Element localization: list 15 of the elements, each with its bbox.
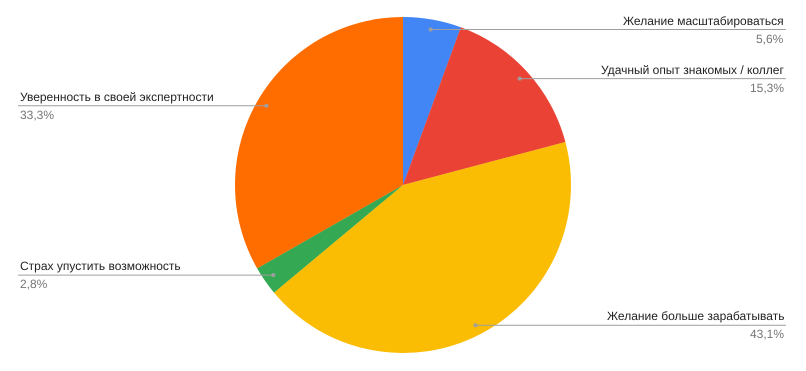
slice-label: Уверенность в своей экспертности: [20, 90, 214, 104]
slice-label: Удачный опыт знакомых / коллег: [601, 63, 784, 77]
data-label: 5,6%: [756, 32, 784, 46]
data-label: 43,1%: [750, 327, 784, 341]
pie-slice: [403, 17, 461, 185]
slice-label: Страх упустить возможность: [20, 259, 181, 273]
slice-label: Желание масштабироваться: [623, 14, 784, 28]
pie-slice: [403, 27, 566, 185]
pie-slice: [274, 142, 571, 353]
pie-slice: [235, 17, 403, 268]
data-label: 2,8%: [20, 277, 48, 291]
pie-slice: [257, 185, 403, 293]
data-label: 33,3%: [20, 108, 54, 122]
data-label: 15,3%: [750, 81, 784, 95]
slice-label: Желание больше зарабатывать: [607, 309, 784, 323]
